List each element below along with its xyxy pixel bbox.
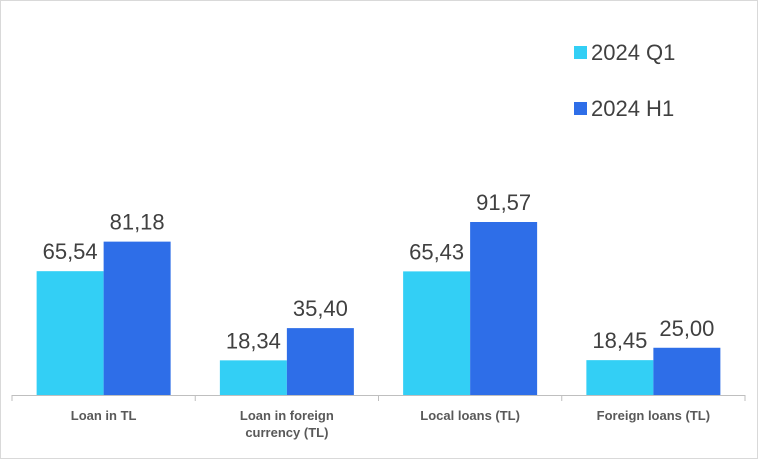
x-tick-label: Local loans (TL) [420, 408, 520, 423]
value-label: 81,18 [110, 210, 165, 235]
x-tick-label: Loan in TL [70, 408, 137, 423]
bar [286, 328, 354, 395]
bar [103, 241, 171, 395]
value-label: 65,54 [43, 239, 98, 264]
value-label: 35,40 [293, 296, 348, 321]
value-label: 25,00 [659, 316, 714, 341]
value-label: 91,57 [476, 190, 531, 215]
bar [219, 360, 287, 395]
legend-swatch [574, 102, 587, 115]
value-label: 18,34 [226, 328, 281, 353]
bar [403, 271, 471, 395]
legend-swatch [574, 46, 587, 59]
bar [470, 222, 538, 395]
x-tick-label: Foreign loans (TL) [596, 408, 711, 423]
legend-label: 2024 H1 [591, 96, 674, 121]
value-label: 65,43 [409, 239, 464, 264]
bar [586, 360, 654, 395]
bar [653, 347, 721, 395]
legend-label: 2024 Q1 [591, 40, 675, 65]
value-label: 18,45 [592, 328, 647, 353]
x-tick-label: Loan in foreign currency (TL) [239, 408, 334, 440]
bar [36, 271, 104, 395]
